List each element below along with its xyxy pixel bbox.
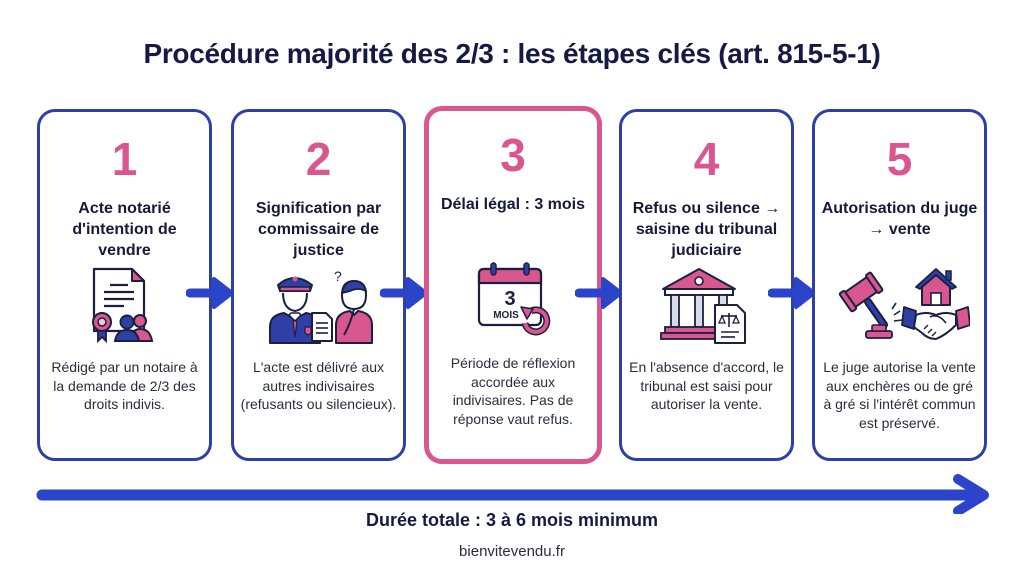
total-duration-label: Durée totale : 3 à 6 mois minimum [365, 510, 659, 530]
arrow-right-icon [186, 277, 234, 309]
step-heading: Signification par commissaire de justice [255, 200, 382, 259]
step-card-4: 4 Refus ou silence → saisine du tribunal… [619, 109, 794, 461]
page-title: Procédure majorité des 2/3 : les étapes … [143, 38, 881, 69]
step-description: Rédigé par un notaire à la demande de 2/… [51, 359, 198, 412]
step-description: L'acte est délivré aux autres indivisair… [240, 359, 397, 412]
step-heading: Acte notarié d'intention de vendre [72, 200, 177, 259]
step-heading: Autorisation du juge → vente [821, 200, 978, 238]
step-heading: Délai légal : 3 mois [440, 196, 586, 213]
calendar-3-months-icon: 3 MOIS [429, 258, 597, 344]
arrow-right-icon [380, 277, 428, 309]
step-card-3: 3 Délai légal : 3 mois 3 MOIS Période de… [424, 106, 602, 464]
svg-text:MOIS: MOIS [493, 310, 519, 321]
step-description: Le juge autorise la vente aux enchères o… [823, 359, 976, 431]
arrow-right-icon [575, 277, 623, 309]
step-card-5: 5 Autorisation du juge → vente [812, 109, 987, 461]
step-description: En l'absence d'accord, le tribunal est s… [629, 359, 784, 412]
courthouse-icon [622, 262, 791, 348]
step-number: 3 [500, 129, 526, 181]
gavel-handshake-house-icon [815, 262, 984, 348]
step-description: Période de réflexion accordée aux indivi… [450, 355, 576, 427]
step-number: 2 [305, 133, 332, 185]
step-number: 1 [111, 133, 138, 185]
step-card-1: 1 Acte notarié d'intention de vendre Réd… [37, 109, 212, 461]
arrow-right-icon [768, 277, 816, 309]
notarial-deed-icon [40, 262, 209, 348]
svg-text:?: ? [334, 268, 342, 284]
step-number: 4 [693, 133, 720, 185]
step-number: 5 [886, 133, 913, 185]
timeline-arrow-icon [36, 474, 989, 514]
svg-text:3: 3 [504, 288, 515, 310]
bailiff-serving-document-icon: ? [234, 262, 403, 348]
step-card-2: 2 Signification par commissaire de justi… [231, 109, 406, 461]
step-heading: Refus ou silence → saisine du tribunal j… [632, 200, 781, 259]
site-credit: bienvitevendu.fr [459, 543, 565, 560]
